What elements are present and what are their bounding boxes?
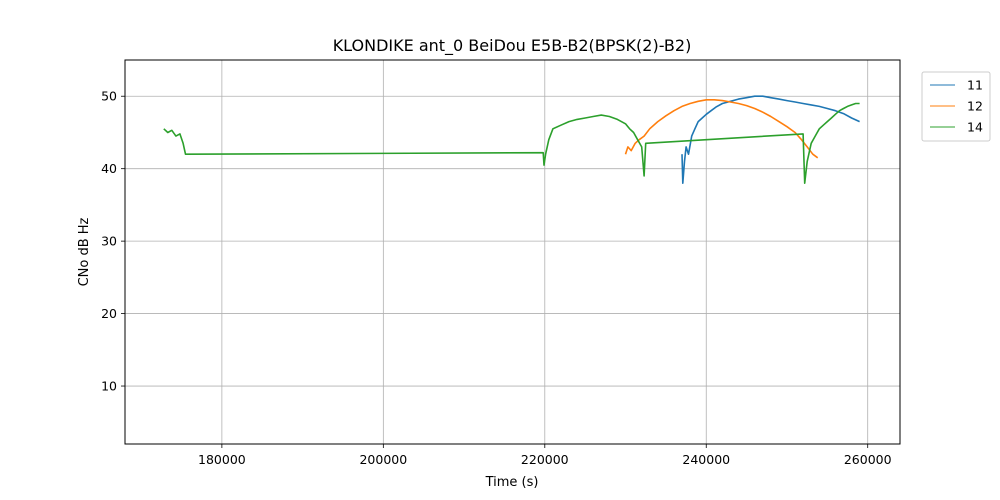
x-tick-label: 200000 [359, 452, 407, 467]
x-tick-label: 240000 [682, 452, 730, 467]
chart-title: KLONDIKE ant_0 BeiDou E5B-B2(BPSK(2)-B2) [333, 36, 692, 56]
x-tick-label: 180000 [198, 452, 246, 467]
y-tick-label: 40 [101, 161, 117, 176]
legend-label-12: 12 [967, 99, 983, 114]
plot-frame [124, 59, 901, 445]
y-tick-label: 20 [101, 306, 117, 321]
y-axis-label: CNo dB Hz [77, 217, 92, 286]
y-tick-label: 10 [101, 379, 117, 394]
grid [125, 60, 900, 444]
y-tick-label: 30 [101, 234, 117, 249]
series-line-14 [163, 102, 860, 184]
x-axis-label: Time (s) [485, 475, 539, 490]
legend-box [921, 71, 991, 142]
ticks: 180000 200000 220000 240000 260000 10 20 30 40 50 [101, 89, 892, 467]
series-layer [163, 95, 860, 184]
x-tick-label: 260000 [844, 452, 892, 467]
legend-label-11: 11 [967, 78, 983, 93]
legend: 11 12 14 [921, 71, 991, 142]
series-line-12 [624, 99, 819, 159]
series-line-11 [681, 95, 860, 184]
legend-label-14: 14 [967, 120, 983, 135]
y-tick-label: 50 [101, 89, 117, 104]
x-tick-label: 220000 [521, 452, 569, 467]
